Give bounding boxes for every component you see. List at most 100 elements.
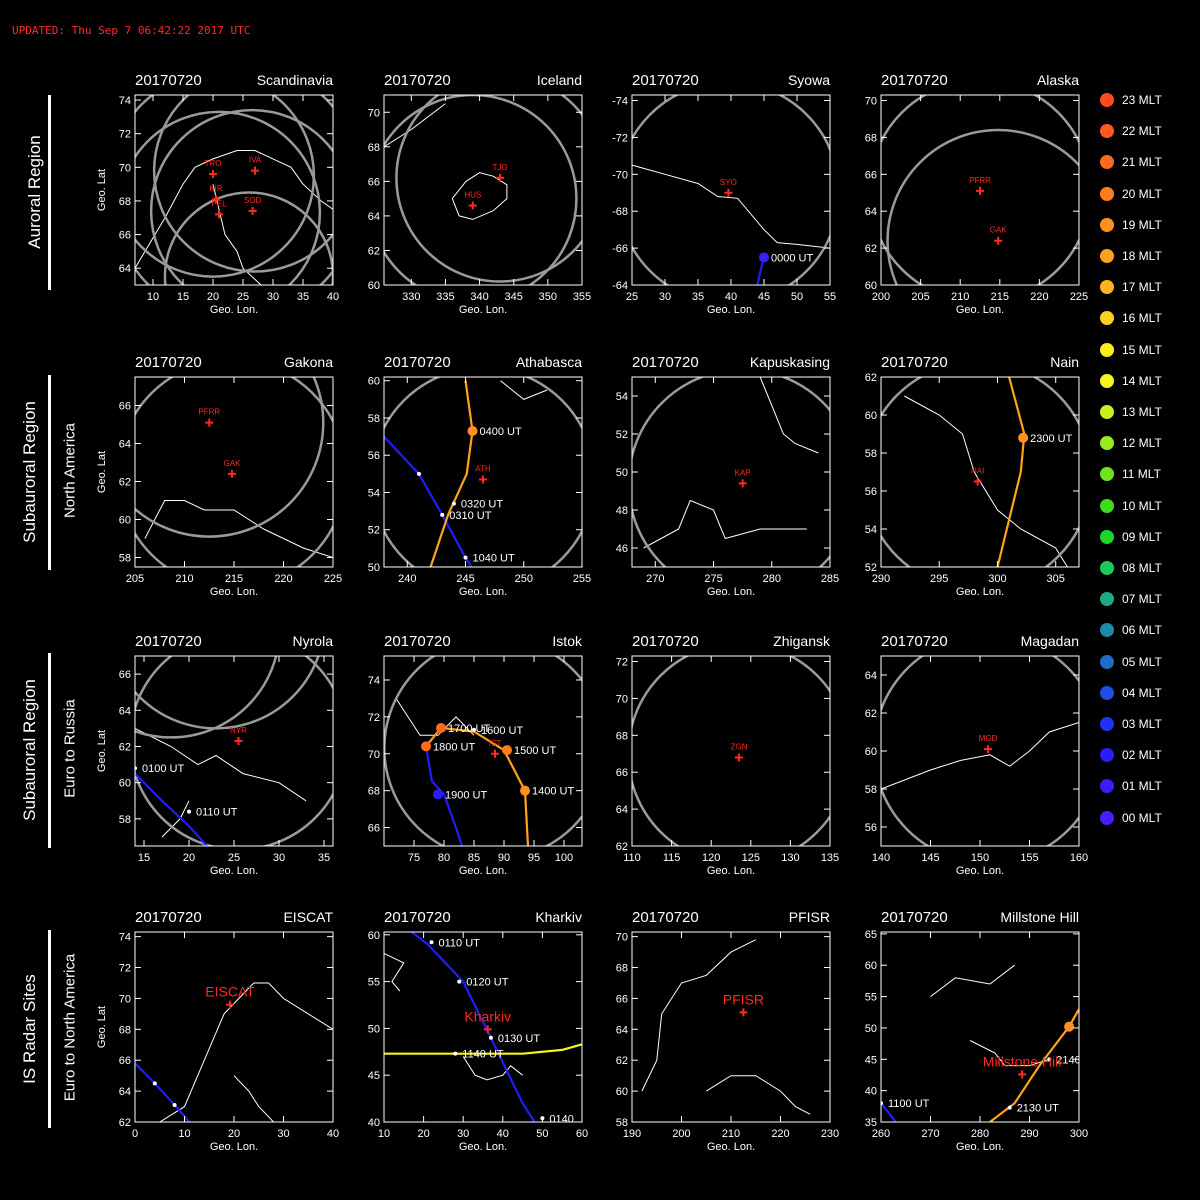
- plot-frame: [134, 94, 334, 286]
- x-tick-label: 35: [692, 291, 704, 303]
- y-tick-label: 45: [368, 1070, 380, 1082]
- station-marker: [724, 188, 733, 197]
- track-time-label: 1800 UT: [433, 741, 475, 753]
- y-tick-label: 35: [865, 1117, 877, 1129]
- panel-date: 20170720: [881, 72, 948, 89]
- y-tick-label: 60: [865, 280, 877, 292]
- x-tick-label: 45: [758, 291, 770, 303]
- station-marker: [496, 173, 505, 182]
- x-axis-label: Geo. Lon.: [459, 586, 507, 598]
- legend-item: 12 MLT: [1100, 433, 1162, 453]
- y-tick-label: 72: [119, 129, 131, 141]
- legend-label: 22 MLT: [1122, 124, 1162, 139]
- y-tick-label: 64: [865, 670, 877, 682]
- x-tick-label: 205: [126, 573, 144, 585]
- y-tick-label: 45: [865, 1054, 877, 1066]
- map-panel-magadan: 20170720 Magadan MGD 140 145 150 155 160 56 58 60 6…: [865, 633, 1088, 877]
- y-tick-label: 55: [865, 992, 877, 1004]
- x-tick-label: 150: [971, 852, 989, 864]
- station-marker: [739, 1008, 748, 1017]
- coastline: [706, 1075, 811, 1115]
- x-tick-label: 355: [573, 291, 591, 303]
- station-marker: [209, 170, 217, 179]
- coastline: [462, 1056, 523, 1081]
- map-panel-pfisr: 20170720 PFISR PFISR 190 200 210 220 230 58 60 62 6…: [616, 909, 839, 1153]
- track-time-label: 2300 UT: [1030, 433, 1072, 445]
- y-tick-label: 50: [368, 1023, 380, 1035]
- x-axis-label: Geo. Lon.: [956, 865, 1004, 877]
- track-time-label: 1600 UT: [481, 725, 523, 737]
- y-tick-label: 62: [616, 1055, 628, 1067]
- x-tick-label: 100: [555, 852, 573, 864]
- panel-content: 0110 UT 0120 UT 0130 UT 0140 1140 UT Kharkiv: [384, 932, 582, 1122]
- legend-swatch: [1100, 561, 1114, 575]
- legend-swatch: [1100, 748, 1114, 763]
- station-label: GAK: [224, 459, 242, 468]
- x-tick-label: 40: [327, 291, 339, 303]
- panel-region: Iceland: [537, 72, 582, 88]
- legend-label: 00 MLT: [1122, 810, 1162, 825]
- row-label-auroral: Auroral Region: [0, 95, 110, 290]
- x-tick-label: 130: [781, 852, 799, 864]
- legend-swatch: [1100, 654, 1114, 669]
- panel-date: 20170720: [384, 909, 451, 926]
- legend-item: 19 MLT: [1100, 215, 1162, 235]
- row-label-subauroral-na: Subauroral Region North America: [0, 375, 110, 570]
- y-tick-label: 62: [616, 841, 628, 853]
- station-marker: [1018, 1070, 1027, 1079]
- y-tick-label: 56: [865, 822, 877, 834]
- y-tick-label: 46: [616, 543, 628, 555]
- x-axis-label: Geo. Lon.: [459, 1141, 507, 1153]
- map-panel-nain: 20170720 Nain 2300 UT NAI 290 295 300 305 52 54 56…: [865, 354, 1080, 598]
- map-panel-gakona: 20170720 Gakona PFRR GAK 205 210 215 220 225 58 60…: [96, 354, 342, 598]
- y-tick-label: 70: [616, 693, 628, 705]
- legend-label: 08 MLT: [1122, 561, 1162, 575]
- panel-date: 20170720: [881, 354, 948, 371]
- station-label: NYR: [230, 726, 247, 735]
- panel-region: PFISR: [789, 909, 830, 925]
- station-marker: [738, 479, 747, 488]
- legend-item: 10 MLT: [1100, 496, 1162, 516]
- y-tick-label: 72: [616, 657, 628, 669]
- map-panel-eiscat: 20170720 EISCAT EISCAT 0 10 20 30 40 62 64 66 68 70 7…: [96, 909, 339, 1153]
- y-tick-label: 52: [865, 562, 877, 574]
- y-tick-label: 68: [119, 1024, 131, 1036]
- x-tick-label: 85: [468, 852, 480, 864]
- legend-item: 06 MLT: [1100, 620, 1162, 640]
- y-tick-label: 70: [368, 749, 380, 761]
- legend-item: 23 MLT: [1100, 90, 1162, 110]
- track-time-label: 0400 UT: [480, 426, 522, 438]
- fov-circle: [135, 656, 278, 739]
- satellite-track: [429, 380, 474, 567]
- x-tick-label: 90: [498, 852, 510, 864]
- legend-swatch: [1100, 436, 1114, 451]
- fov-circle: [135, 377, 325, 538]
- y-tick-label: 58: [368, 413, 380, 425]
- station-label: HUS: [464, 191, 481, 200]
- station-marker: [251, 166, 259, 175]
- map-panel-nyrola: 20170720 Nyrola 0100 UT 0110 UT NYR 15 20 25 30 3…: [96, 633, 334, 877]
- y-tick-label: 68: [119, 196, 131, 208]
- x-tick-label: 215: [991, 291, 1009, 303]
- legend-swatch: [1100, 155, 1114, 170]
- fov-circle: [163, 191, 333, 285]
- satellite-track: [881, 1102, 897, 1122]
- plot-frame: [880, 376, 1080, 568]
- legend-label: 17 MLT: [1122, 280, 1162, 295]
- y-tick-label: 58: [865, 784, 877, 796]
- y-tick-label: 58: [616, 1117, 628, 1129]
- panel-date: 20170720: [632, 909, 699, 926]
- y-tick-label: 50: [368, 562, 380, 574]
- x-tick-label: 125: [742, 852, 760, 864]
- station-marker: [973, 477, 982, 486]
- panel-date: 20170720: [384, 633, 451, 650]
- y-tick-label: 70: [616, 932, 628, 944]
- legend-swatch: [1100, 810, 1114, 825]
- station-label: GAK: [990, 226, 1008, 235]
- panel-region: Athabasca: [516, 354, 582, 370]
- y-tick-label: 66: [119, 1055, 131, 1067]
- legend-swatch: [1100, 623, 1114, 638]
- row-label-divider: [48, 653, 51, 848]
- satellite-track: [424, 746, 464, 846]
- x-tick-label: 280: [971, 1128, 989, 1140]
